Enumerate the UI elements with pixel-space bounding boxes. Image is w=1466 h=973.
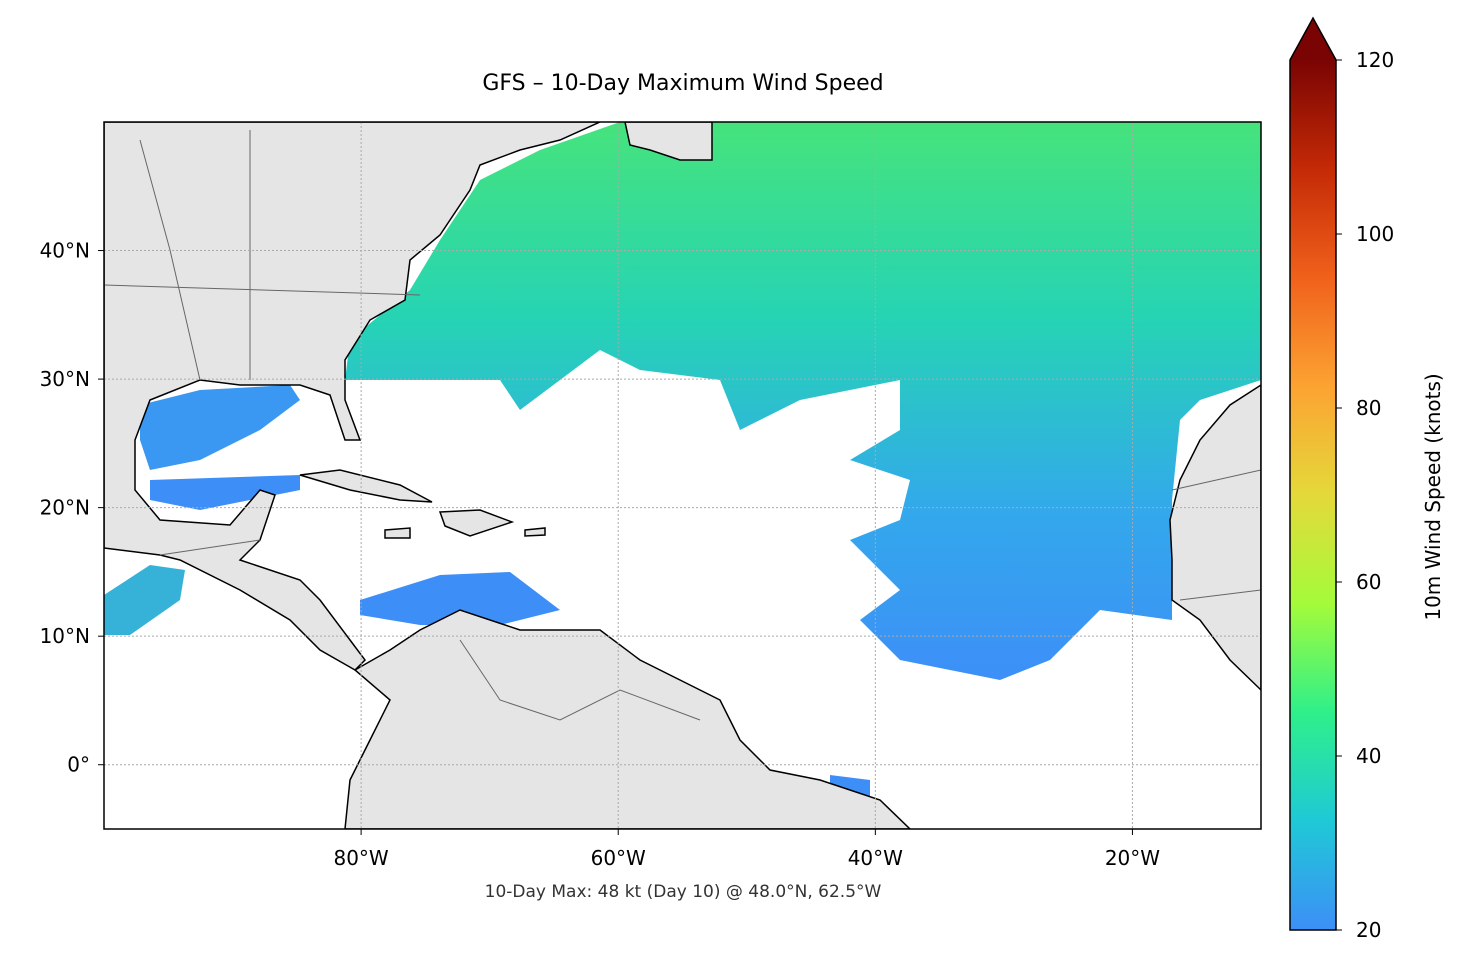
colorbar-tick-label: 20 bbox=[1356, 918, 1381, 942]
y-tick-label: 20°N bbox=[40, 496, 90, 520]
wind-field bbox=[345, 122, 1261, 680]
map-frame bbox=[103, 121, 1262, 830]
y-tick-label: 40°N bbox=[40, 239, 90, 263]
colorbar-tick-label: 100 bbox=[1356, 222, 1394, 246]
wind-field bbox=[360, 572, 560, 625]
colorbar-frame bbox=[1289, 16, 1337, 931]
colorbar-tick-label: 80 bbox=[1356, 396, 1381, 420]
colorbar-tick-label: 120 bbox=[1356, 48, 1394, 72]
colorbar-tick-label: 40 bbox=[1356, 744, 1381, 768]
annotation: 10-Day Max: 48 kt (Day 10) @ 48.0°N, 62.… bbox=[485, 882, 882, 902]
y-tick-label: 30°N bbox=[40, 367, 90, 391]
x-tick-label: 60°W bbox=[591, 846, 646, 870]
colorbar-extension bbox=[1290, 18, 1336, 60]
colorbar-label: 10m Wind Speed (knots) bbox=[1421, 373, 1445, 620]
x-tick-label: 80°W bbox=[333, 846, 388, 870]
colorbar-scale bbox=[1290, 60, 1336, 930]
map-area bbox=[104, 122, 1261, 829]
grid bbox=[104, 122, 1261, 829]
colorbar-tick-label: 60 bbox=[1356, 570, 1381, 594]
y-tick-label: 10°N bbox=[40, 624, 90, 648]
borders bbox=[104, 130, 1261, 721]
x-tick-label: 40°W bbox=[848, 846, 903, 870]
wind-field bbox=[104, 565, 185, 635]
wind-field bbox=[150, 475, 300, 510]
y-tick-label: 0° bbox=[67, 753, 90, 777]
colorbar: 20 40 60 80 100 120 bbox=[1289, 16, 1394, 942]
x-tick-label: 20°W bbox=[1105, 846, 1160, 870]
land bbox=[104, 122, 1261, 829]
title: GFS – 10-Day Maximum Wind Speed bbox=[482, 71, 883, 96]
wind-field bbox=[140, 385, 300, 470]
